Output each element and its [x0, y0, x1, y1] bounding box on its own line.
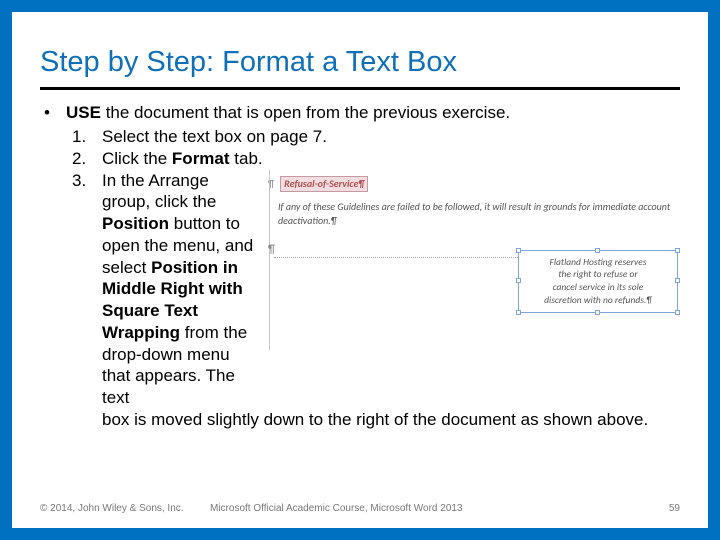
use-rest: the document that is open from the previ… [101, 103, 510, 122]
footer-copyright: © 2014, John Wiley & Sons, Inc. [40, 503, 210, 514]
slide-frame: Step by Step: Format a Text Box • USE th… [0, 0, 720, 540]
anchor-glyph: ¶ [268, 243, 275, 258]
word-excerpt-container: ¶ Refusal-of-Service¶ If any of these Gu… [266, 170, 680, 350]
slide-footer: © 2014, John Wiley & Sons, Inc. Microsof… [40, 503, 680, 514]
steps-list: 1. Select the text box on page 7. 2. Cli… [72, 126, 680, 431]
floating-text-box: Flatland Hosting reserves the right to r… [518, 250, 678, 313]
excerpt-heading: Refusal-of-Service¶ [280, 176, 368, 193]
fb-line: discretion with no refunds.¶ [525, 294, 671, 307]
resize-handle [675, 278, 680, 283]
step2-pre: Click the [102, 149, 172, 168]
step3-body: In the Arrange group, click the Position… [102, 170, 680, 431]
s3-t0: In the Arrange group, click the [102, 171, 216, 212]
resize-handle [675, 248, 680, 253]
fb-line: cancel service in its sole [525, 281, 671, 294]
use-line: USE the document that is open from the p… [66, 102, 680, 124]
use-bold: USE [66, 103, 101, 122]
resize-handle [516, 248, 521, 253]
step3-left-text: In the Arrange group, click the Position… [102, 170, 260, 409]
resize-handle [675, 310, 680, 315]
footer-course: Microsoft Official Academic Course, Micr… [210, 503, 650, 514]
step-text: Click the Format tab. [102, 148, 680, 170]
use-bullet-row: • USE the document that is open from the… [40, 102, 680, 124]
margin-line [269, 170, 270, 350]
step-num: 1. [72, 126, 102, 148]
s3-b1: Position [102, 214, 169, 233]
step-num: 3. [72, 170, 102, 192]
step-1: 1. Select the text box on page 7. [72, 126, 680, 148]
resize-handle [595, 310, 600, 315]
step2-post: tab. [230, 149, 263, 168]
step-num: 2. [72, 148, 102, 170]
fb-line: Flatland Hosting reserves [525, 256, 671, 269]
word-excerpt: ¶ Refusal-of-Service¶ If any of these Gu… [266, 170, 680, 350]
step2-bold: Format [172, 149, 230, 168]
footer-page-number: 59 [650, 503, 680, 514]
body-content: • USE the document that is open from the… [40, 102, 680, 430]
slide-title: Step by Step: Format a Text Box [40, 46, 680, 79]
step-3: 3. In the Arrange group, click the Posit… [72, 170, 680, 431]
resize-handle [516, 278, 521, 283]
excerpt-paragraph: If any of these Guidelines are failed to… [274, 200, 678, 227]
step3-columns: In the Arrange group, click the Position… [102, 170, 680, 409]
step-text: Select the text box on page 7. [102, 126, 680, 148]
title-rule [40, 87, 680, 90]
step3-flow-text: box is moved slightly down to the right … [102, 409, 680, 431]
step-2: 2. Click the Format tab. [72, 148, 680, 170]
resize-handle [516, 310, 521, 315]
fb-line: the right to refuse or [525, 268, 671, 281]
resize-handle [595, 248, 600, 253]
bullet-glyph: • [40, 102, 54, 124]
